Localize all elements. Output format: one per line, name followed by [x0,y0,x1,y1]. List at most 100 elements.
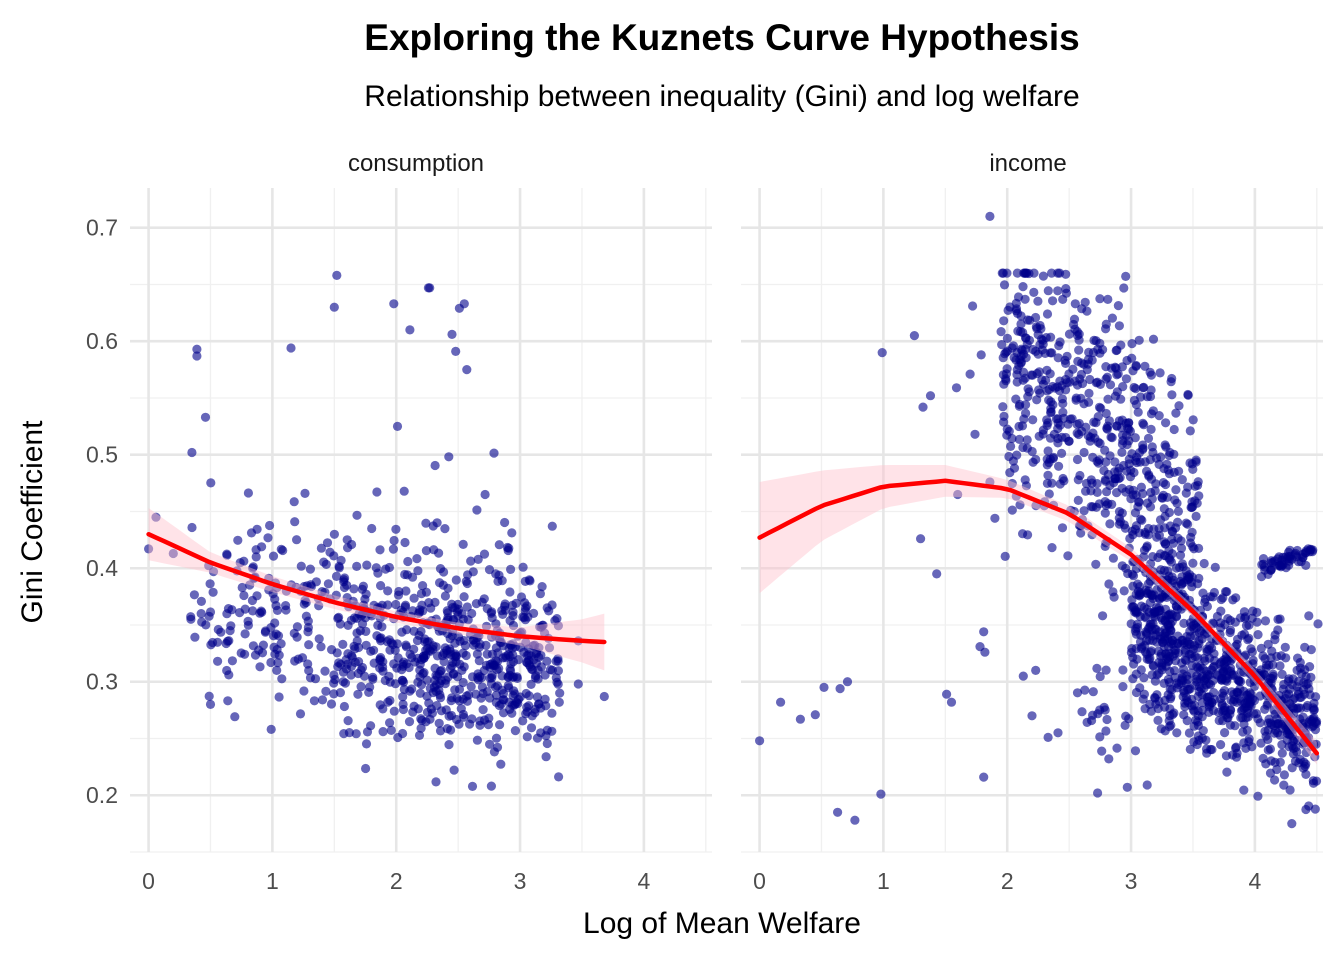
data-point [1012,377,1022,387]
data-point [1079,399,1089,409]
data-point [1161,479,1171,490]
data-point [1027,711,1037,721]
data-point [416,714,426,724]
data-point [1154,411,1164,421]
data-point [522,651,532,661]
data-point [1172,728,1182,738]
data-point [1055,479,1065,489]
data-point [1188,415,1198,425]
data-point [375,663,385,673]
data-point [1192,623,1202,633]
data-point [835,684,845,694]
data-point [390,679,401,689]
data-point [399,486,409,496]
data-point [1053,353,1063,363]
data-point [876,789,886,799]
data-point [1194,543,1204,554]
data-point [1160,702,1170,712]
data-point [474,656,484,666]
data-point [1098,611,1108,621]
data-point [1204,702,1214,712]
data-point [970,429,980,439]
data-point [1266,564,1276,574]
data-point [1118,665,1128,675]
data-point [1086,486,1096,496]
data-point [1174,466,1184,476]
data-point [1277,748,1287,758]
data-point [1228,697,1238,707]
data-point [1016,319,1026,329]
data-point [1255,718,1265,728]
data-point [362,727,373,737]
data-point [437,626,447,636]
data-point [909,331,920,341]
data-point [999,316,1009,326]
data-point [292,535,302,545]
y-tick-label: 0.5 [86,442,118,468]
data-point [1149,611,1159,621]
data-point [1106,432,1116,442]
data-point [367,523,377,534]
data-point [530,673,541,683]
data-point [1121,374,1131,384]
data-point [305,673,316,683]
data-point [1061,284,1071,294]
data-point [1142,780,1152,790]
data-point [331,571,342,582]
data-point [1084,388,1094,398]
data-point [187,447,197,458]
data-point [459,712,469,722]
data-point [383,586,393,596]
data-point [1217,664,1227,674]
data-point [505,587,515,597]
data-point [272,665,282,676]
data-point [243,616,253,626]
data-point [477,673,487,683]
data-point [479,549,490,559]
data-point [1183,389,1193,400]
data-point [1137,642,1147,652]
data-point [1162,459,1172,469]
data-point [372,487,382,497]
data-point [1185,626,1195,636]
data-point [1219,686,1230,696]
data-point [1201,744,1212,754]
data-point [425,283,435,293]
data-point [448,615,459,625]
panel-income: income 0 1 2 3 4 [741,150,1323,894]
data-point [1119,586,1129,596]
data-point [1281,653,1291,663]
data-point [1156,565,1166,575]
data-point [329,670,339,680]
data-point [1045,433,1056,443]
data-point [1164,629,1174,639]
data-point [1002,268,1012,278]
data-point [450,685,460,695]
data-point [1038,335,1048,345]
data-point [316,543,326,553]
data-point [526,679,536,690]
data-point [1148,619,1158,629]
data-point [1229,670,1239,680]
data-point [510,726,520,736]
data-point [332,270,342,280]
data-point [1000,551,1010,562]
data-point [1128,674,1138,684]
data-point [1002,333,1013,343]
data-point [1001,376,1011,386]
data-point [1305,662,1315,672]
data-point [392,421,403,431]
data-point [1143,433,1154,443]
data-point [990,513,1000,523]
data-point [471,638,481,648]
data-point [1245,677,1255,688]
data-point [398,607,408,617]
data-point [1113,301,1123,311]
data-point [1142,392,1152,402]
data-point [168,548,178,559]
data-point [286,343,296,353]
data-point [985,211,995,221]
data-point [467,608,477,619]
data-point [531,649,541,659]
data-point [1015,500,1025,510]
